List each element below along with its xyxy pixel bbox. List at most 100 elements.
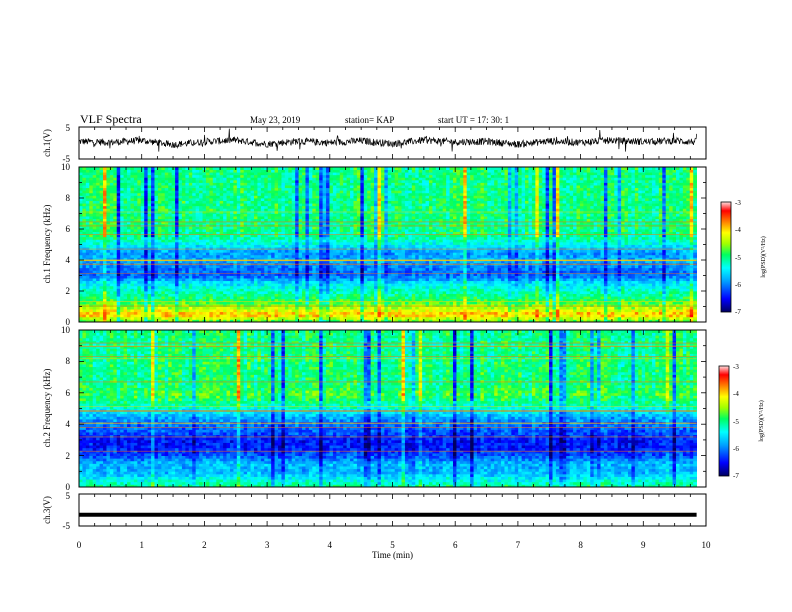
ch1-spectrogram-cell — [563, 291, 567, 294]
ch1-spectrogram-cell — [261, 307, 265, 310]
ch1-spectrogram-cell — [309, 294, 313, 297]
ch1-spectrogram-cell — [93, 301, 97, 304]
ch1-spectrogram-cell — [79, 283, 83, 286]
ch1-spectrogram-cell — [563, 278, 567, 281]
ch1-spectrogram-cell — [395, 307, 399, 310]
ch1-spectrogram-cell — [134, 268, 138, 271]
ch1-spectrogram-cell — [570, 252, 574, 255]
ch1-spectrogram-cell — [113, 294, 117, 297]
ch1-spectrogram-cell — [230, 278, 234, 281]
ch1-spectrogram-cell — [501, 309, 505, 312]
ch1-spectrogram-cell — [436, 294, 440, 297]
ch1-spectrogram-cell — [398, 288, 402, 291]
ch1-spectrogram-cell — [220, 309, 224, 312]
ch1-spectrogram-cell — [154, 281, 158, 284]
ch1-spectrogram-cell — [117, 252, 121, 255]
ch1-spectrogram-cell — [165, 270, 169, 273]
ch1-spectrogram-cell — [638, 283, 642, 286]
ch1-spectrogram-cell — [391, 252, 395, 255]
ch1-spectrogram-cell — [542, 296, 546, 299]
ch1-spectrogram-cell — [525, 301, 529, 304]
ch1-spectrogram-cell — [655, 265, 659, 268]
ch1-spectrogram-cell — [292, 270, 296, 273]
ch1-spectrogram-cell — [518, 278, 522, 281]
ch1-spectrogram-cell — [391, 291, 395, 294]
ch1-spectrogram-cell — [268, 270, 272, 273]
ch1-spectrogram-cell — [79, 294, 83, 297]
ch1-spectrogram-cell — [316, 312, 320, 315]
ch1-spectrogram-cell — [378, 296, 382, 299]
ch1-spectrogram-cell — [323, 307, 327, 310]
ch1-spectrogram-cell — [254, 252, 258, 255]
ch1-spectrogram-cell — [522, 304, 526, 307]
ch1-spectrogram-cell — [391, 265, 395, 268]
ch1-spectrogram-cell — [165, 268, 169, 271]
ch1-spectrogram-cell — [185, 255, 189, 258]
ch1-spectrogram-cell — [326, 317, 330, 320]
ch1-spectrogram-cell — [96, 301, 100, 304]
ch1-spectrogram-cell — [460, 291, 464, 294]
ch1-spectrogram-cell — [408, 301, 412, 304]
ch1-spectrogram-cell — [278, 288, 282, 291]
ch1-spectrogram-cell — [227, 278, 231, 281]
ch1-spectrogram-cell — [220, 276, 224, 279]
ch1-spectrogram-cell — [360, 278, 364, 281]
ch1-spectrogram-cell — [103, 270, 107, 273]
ch1-spectrogram-cell — [621, 307, 625, 310]
ch1-spectrogram-cell — [426, 307, 430, 310]
ch1-spectrogram-cell — [601, 307, 605, 310]
ch1-spectrogram-cell — [662, 314, 666, 317]
ch1-spectrogram-cell — [635, 265, 639, 268]
ch1-spectrogram-cell — [522, 281, 526, 284]
ch1-spectrogram-cell — [165, 278, 169, 281]
ch1-spectrogram-cell — [316, 255, 320, 258]
ch1-spectrogram-cell — [480, 283, 484, 286]
ch1-spectrogram-cell — [343, 301, 347, 304]
ch1-spectrogram-cell — [206, 286, 210, 289]
ch1-spectrogram-cell — [292, 286, 296, 289]
ch1-spectrogram-cell — [158, 250, 162, 253]
ch1-spectrogram-cell — [625, 288, 629, 291]
ch1-spectrogram-cell — [566, 296, 570, 299]
ch1-spectrogram-cell — [323, 278, 327, 281]
ch1-spectrogram-cell — [103, 250, 107, 253]
ch1-spectrogram-cell — [134, 265, 138, 268]
ch1-spectrogram-cell — [402, 268, 406, 271]
ch1-spectrogram-cell — [518, 252, 522, 255]
ch1-spectrogram-cell — [240, 296, 244, 299]
ch1-spectrogram-cell — [213, 265, 217, 268]
ch1-spectrogram-cell — [367, 283, 371, 286]
ch1-spectrogram-cell — [158, 294, 162, 297]
ch1-spectrogram-cell — [233, 286, 237, 289]
ch1-spectrogram-cell — [566, 309, 570, 312]
ch1-spectrogram-cell — [309, 312, 313, 315]
ch1-spectrogram-cell — [604, 301, 608, 304]
ch1-spectrogram-cell — [590, 314, 594, 317]
ch1-spectrogram-cell — [522, 270, 526, 273]
ch1-spectrogram-cell — [518, 294, 522, 297]
ch1-spectrogram-cell — [432, 270, 436, 273]
ch1-spectrogram-cell — [625, 312, 629, 315]
ch1-spectrogram-cell — [580, 265, 584, 268]
ch1-spectrogram-cell — [117, 250, 121, 253]
ch1-spectrogram-cell — [539, 276, 543, 279]
ch1-spectrogram-cell — [443, 265, 447, 268]
ch1-spectrogram-cell — [196, 283, 200, 286]
ch1-spectrogram-cell — [618, 281, 622, 284]
ch1-spectrogram-cell — [120, 314, 124, 317]
ch1-spectrogram-cell — [251, 281, 255, 284]
ch1-spectrogram-cell — [86, 270, 90, 273]
ch1-spectrogram-cell — [357, 288, 361, 291]
ch1-spectrogram-cell — [439, 252, 443, 255]
ch1-spectrogram-cell — [614, 307, 618, 310]
ch1-spectrogram-cell — [168, 255, 172, 258]
ch1-spectrogram-cell — [281, 270, 285, 273]
ch1-spectrogram-cell — [196, 309, 200, 312]
ch1-spectrogram-cell — [285, 252, 289, 255]
ch1-spectrogram-cell — [96, 291, 100, 294]
ch1-spectrogram-cell — [402, 294, 406, 297]
ch1-spectrogram-cell — [378, 294, 382, 297]
ch1-spectrogram-cell — [666, 301, 670, 304]
ch1-spectrogram-cell — [542, 265, 546, 268]
ch1-spectrogram-cell — [333, 270, 337, 273]
